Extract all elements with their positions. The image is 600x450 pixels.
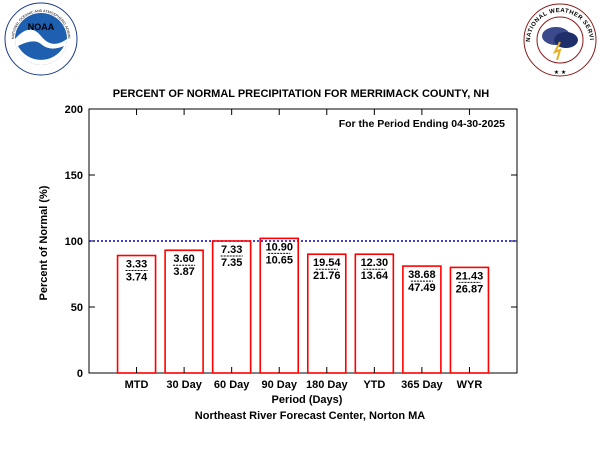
normal-label: 26.87 — [456, 283, 484, 295]
nws-logo: NATIONAL WEATHER SERVICE ★ ★ — [522, 2, 597, 77]
observed-label: 10.90 — [265, 241, 293, 253]
normal-label: 47.49 — [408, 282, 436, 294]
noaa-logo: NOAA NATIONAL OCEANIC AND ATMOSPHERIC AD… — [4, 2, 78, 76]
y-tick-label: 0 — [77, 368, 83, 380]
x-tick-label: 90 Day — [261, 379, 297, 391]
y-axis-label: Percent of Normal (%) — [38, 185, 50, 300]
observed-label: 12.30 — [361, 257, 389, 269]
nws-stars: ★ ★ — [554, 69, 566, 76]
y-tick-label: 200 — [65, 104, 83, 116]
y-tick-label: 150 — [65, 170, 83, 182]
normal-label: 13.64 — [361, 270, 389, 282]
x-tick-label: 30 Day — [166, 379, 202, 391]
x-tick-label: WYR — [457, 379, 483, 391]
x-axis-label: Period (Days) — [272, 394, 343, 406]
noaa-logo-text: NOAA — [28, 22, 55, 32]
x-tick-label: MTD — [125, 379, 149, 391]
normal-label: 21.76 — [313, 270, 341, 282]
x-tick-label: 180 Day — [306, 379, 348, 391]
observed-label: 19.54 — [313, 257, 341, 269]
y-tick-label: 100 — [65, 236, 83, 248]
observed-label: 38.68 — [408, 269, 436, 281]
observed-label: 7.33 — [221, 244, 242, 256]
observed-label: 3.33 — [126, 259, 147, 271]
x-tick-label: 365 Day — [401, 379, 443, 391]
observed-label: 3.60 — [173, 253, 194, 265]
normal-label: 3.87 — [173, 266, 194, 278]
normal-label: 7.35 — [221, 257, 242, 269]
normal-label: 10.65 — [265, 254, 293, 266]
y-tick-label: 50 — [71, 302, 83, 314]
normal-label: 3.74 — [126, 272, 148, 284]
chart-footer: Northeast River Forecast Center, Norton … — [195, 410, 425, 422]
x-tick-label: YTD — [363, 379, 385, 391]
plot-area: 0 50 100 150 200 MTD 3.333.74 30 Day 3.603.87 60 … — [65, 104, 518, 391]
x-tick-label: 60 Day — [214, 379, 250, 391]
chart-title: PERCENT OF NORMAL PRECIPITATION FOR MERR… — [113, 88, 490, 100]
chart-subtitle: For the Period Ending 04-30-2025 — [339, 118, 505, 130]
observed-label: 21.43 — [456, 270, 484, 282]
